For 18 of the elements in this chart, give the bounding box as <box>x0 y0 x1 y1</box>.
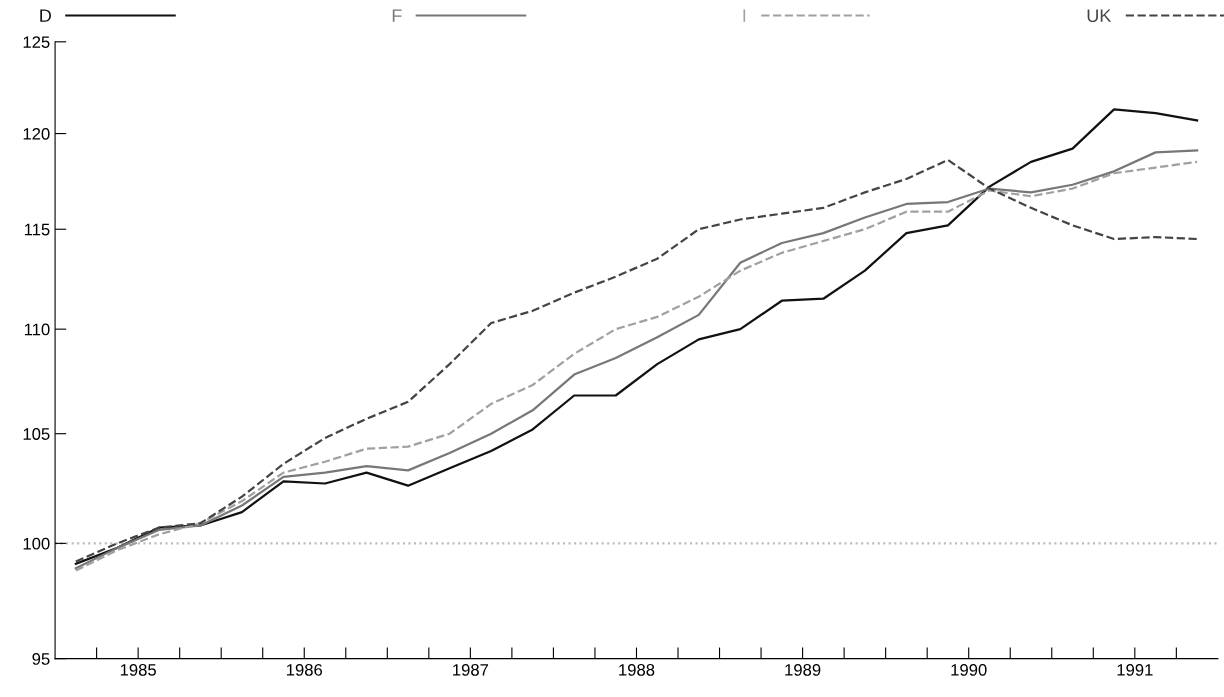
y-tick-label: 100 <box>23 537 50 550</box>
x-tick-label: 1985 <box>120 663 156 676</box>
text: F <box>392 9 402 22</box>
y-tick-label: 120 <box>23 127 50 140</box>
x-tick-label: 1990 <box>951 663 987 676</box>
x-tick-label: 1986 <box>286 663 323 676</box>
x-tick-label: 1988 <box>619 663 655 676</box>
y-tick-label: 115 <box>24 223 50 236</box>
x-tick-label: 1991 <box>1117 663 1153 676</box>
y-tick-label: 105 <box>23 428 50 440</box>
y-tick-label: 110 <box>24 323 50 336</box>
text: I <box>743 9 746 22</box>
text: UK <box>1087 9 1112 22</box>
text: D <box>40 9 52 22</box>
y-tick-label: 125 <box>23 36 50 49</box>
y-tick-label: 95 <box>32 653 50 665</box>
x-tick-label: 1987 <box>453 663 489 676</box>
x-tick-label: 1989 <box>785 663 821 676</box>
